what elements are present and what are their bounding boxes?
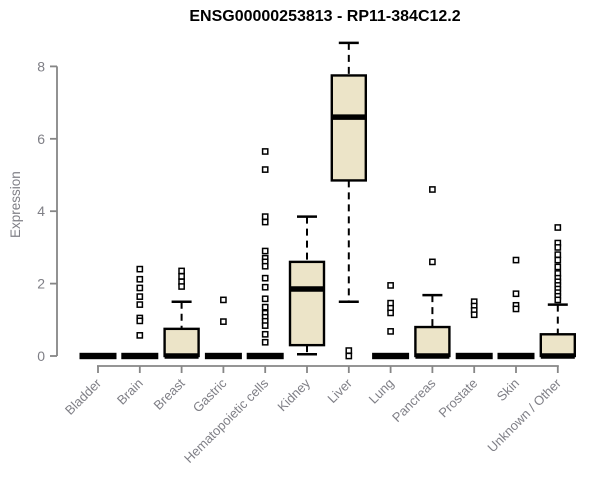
chart-title: ENSG00000253813 - RP11-384C12.2 — [189, 8, 461, 25]
outlier-point-skin — [512, 305, 520, 313]
x-category-label-kidney: Kidney — [274, 375, 313, 414]
box-lung — [372, 352, 410, 360]
outlier-point-unknown-other — [554, 296, 562, 304]
box-kidney — [288, 260, 326, 347]
outlier-point-breast — [178, 273, 185, 280]
outlier-point-hematopoietic-cells — [261, 166, 269, 173]
x-category-label-skin: Skin — [494, 376, 522, 404]
outlier-point-lung — [387, 328, 394, 335]
outlier-point-unknown-other — [554, 224, 562, 231]
outlier-point-brain — [136, 293, 144, 300]
box-pancreas — [414, 325, 451, 358]
outlier-point-hematopoietic-cells — [261, 274, 269, 282]
box-prostate — [455, 352, 493, 360]
outlier-point-unknown-other — [554, 244, 562, 251]
box-liver — [330, 74, 367, 182]
outlier-point-prostate — [470, 311, 478, 319]
x-category-label-bladder: Bladder — [62, 375, 105, 418]
box-hematopoietic-cells — [246, 352, 284, 360]
outlier-point-skin — [512, 290, 520, 298]
outlier-point-hematopoietic-cells — [261, 262, 269, 270]
y-tick-label: 0 — [37, 348, 45, 364]
outlier-point-unknown-other — [554, 251, 562, 258]
y-tick-label: 2 — [37, 276, 45, 292]
outlier-point-brain — [136, 301, 144, 308]
outlier-point-pancreas — [429, 258, 436, 266]
outlier-point-hematopoietic-cells — [261, 303, 269, 311]
outlier-point-gastric — [220, 318, 227, 325]
outlier-point-pancreas — [429, 186, 436, 193]
outlier-point-skin — [512, 256, 520, 264]
box-breast — [163, 327, 200, 358]
outlier-point-hematopoietic-cells — [261, 218, 269, 226]
box-bladder — [79, 352, 117, 360]
box-unknown-other — [539, 333, 576, 358]
outlier-point-hematopoietic-cells — [261, 213, 269, 220]
outlier-point-unknown-other — [554, 256, 562, 264]
outlier-point-brain — [136, 332, 144, 339]
outlier-point-brain — [136, 275, 144, 283]
x-category-label-liver: Liver — [324, 375, 355, 406]
box-gastric — [204, 352, 242, 360]
outlier-point-liver — [345, 352, 353, 360]
outlier-point-unknown-other — [554, 263, 562, 271]
x-category-label-brain: Brain — [114, 376, 146, 408]
outlier-point-hematopoietic-cells — [261, 338, 269, 346]
x-category-label-lung: Lung — [366, 376, 397, 407]
outlier-point-hematopoietic-cells — [261, 295, 269, 303]
outlier-point-gastric — [220, 296, 227, 304]
x-category-label-unknown-other: Unknown / Other — [484, 375, 564, 455]
x-category-label-prostate: Prostate — [435, 376, 480, 421]
y-tick-label: 4 — [37, 203, 45, 219]
outlier-point-hematopoietic-cells — [261, 283, 269, 291]
x-category-label-pancreas: Pancreas — [389, 375, 439, 425]
outlier-point-brain — [136, 284, 144, 292]
outlier-point-hematopoietic-cells — [261, 148, 269, 155]
outlier-point-liver — [345, 347, 353, 354]
box-skin — [497, 352, 535, 360]
outlier-point-hematopoietic-cells — [261, 330, 269, 338]
x-category-label-breast: Breast — [151, 375, 188, 412]
outlier-point-breast — [178, 283, 185, 290]
outlier-point-breast — [178, 267, 185, 275]
y-tick-label: 6 — [37, 131, 45, 147]
outlier-point-hematopoietic-cells — [261, 322, 269, 329]
y-tick-label: 8 — [37, 58, 45, 74]
box-brain — [121, 352, 159, 360]
outlier-point-brain — [136, 317, 144, 325]
outlier-point-lung — [387, 282, 394, 289]
outlier-point-lung — [387, 309, 394, 317]
outlier-point-brain — [136, 265, 144, 273]
outlier-point-hematopoietic-cells — [261, 247, 269, 255]
x-category-label-gastric: Gastric — [190, 375, 230, 415]
